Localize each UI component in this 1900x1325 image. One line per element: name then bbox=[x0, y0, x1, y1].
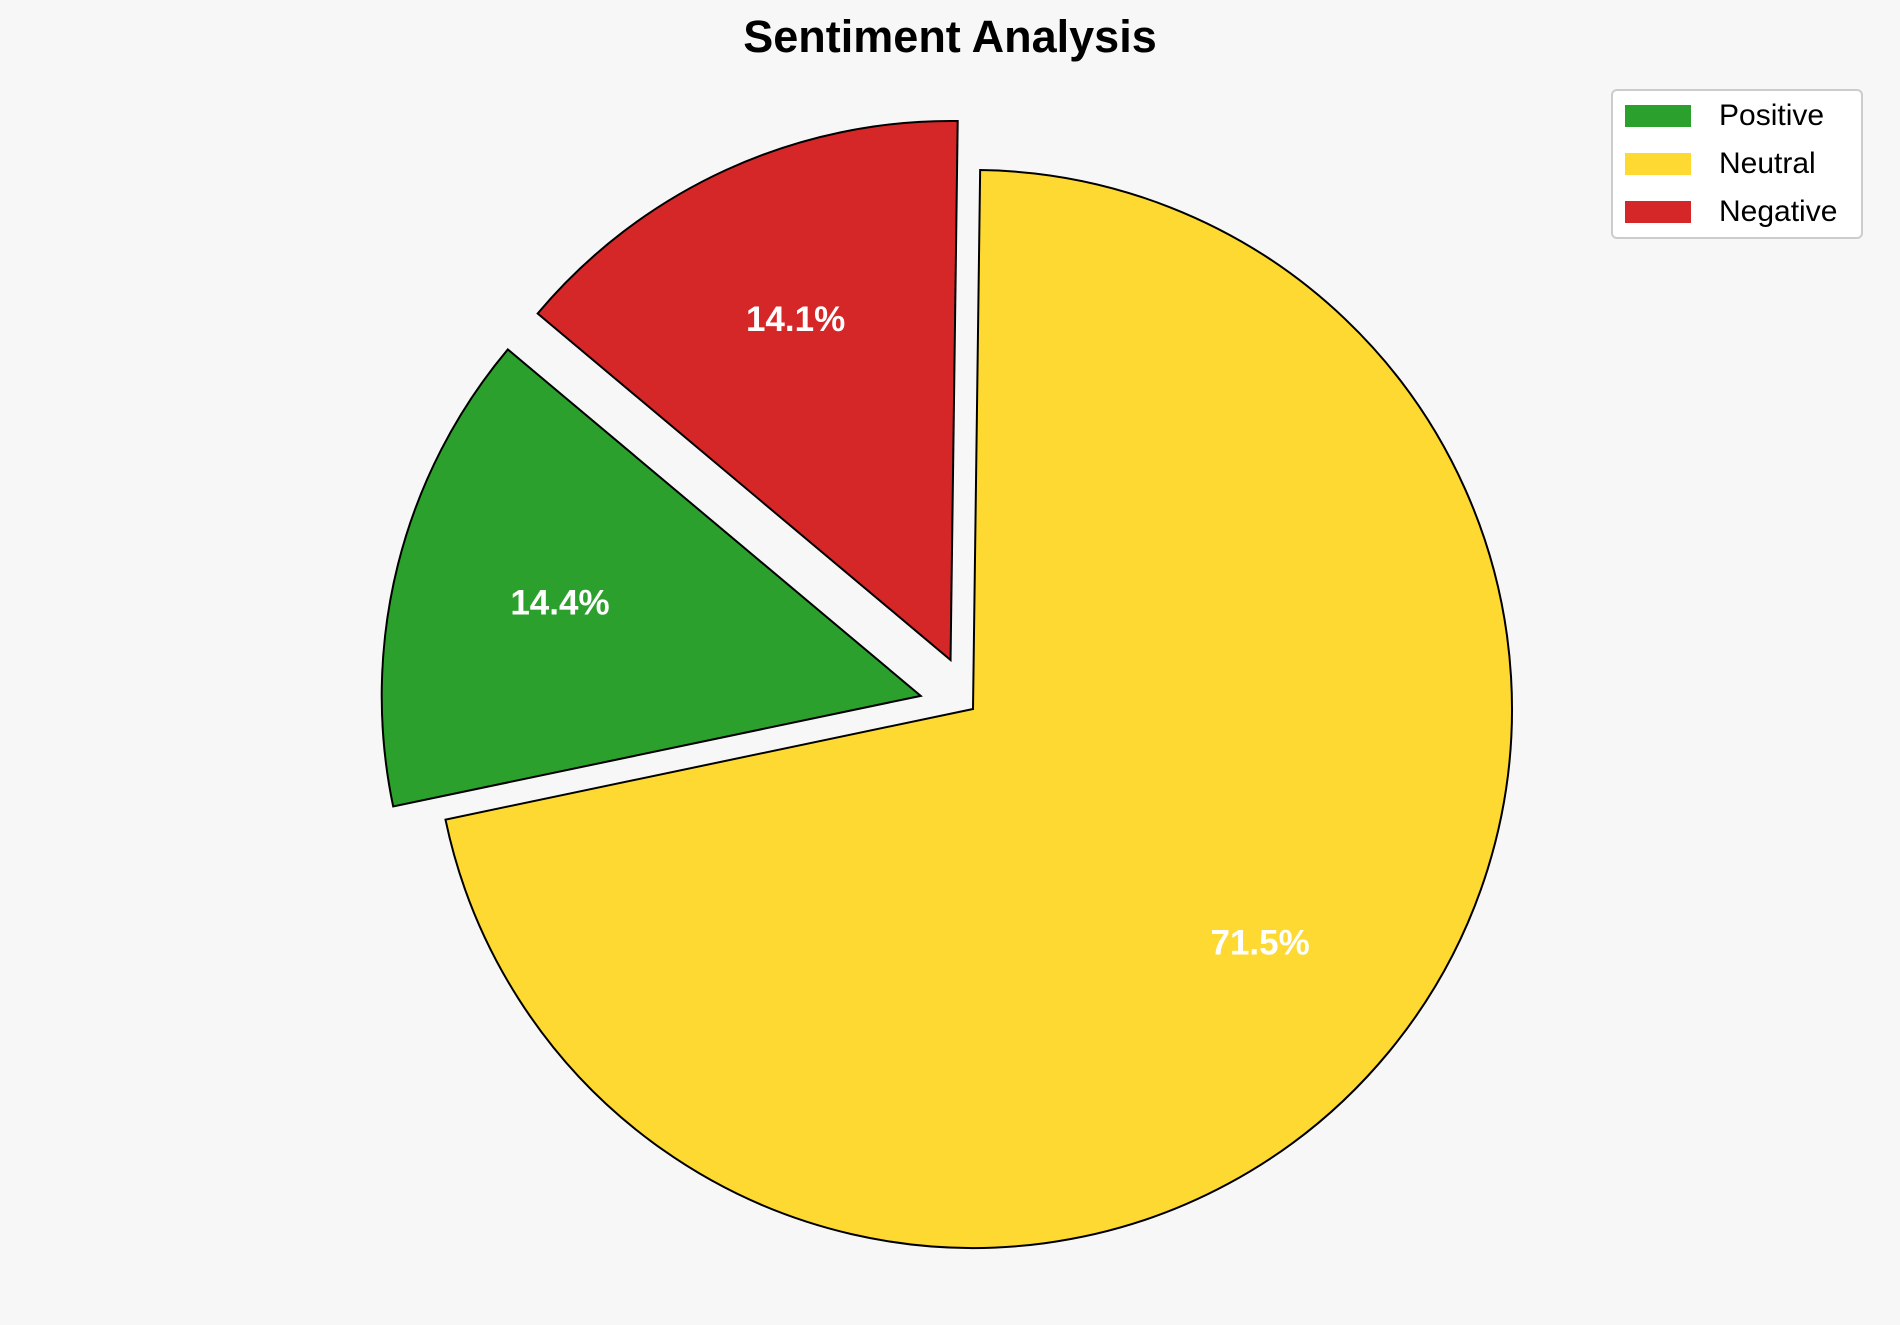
pie: 14.4% 71.5% 14.1% bbox=[380, 120, 1513, 1249]
pie-slice bbox=[380, 348, 923, 808]
legend-swatch bbox=[1625, 105, 1691, 127]
pie-slice bbox=[444, 169, 1513, 1249]
legend: Positive Neutral Negative bbox=[1611, 89, 1863, 239]
legend-label: Neutral bbox=[1719, 147, 1816, 180]
legend-label: Positive bbox=[1719, 99, 1824, 132]
legend-label: Negative bbox=[1719, 195, 1837, 228]
slice-label: 71.5% bbox=[1211, 924, 1310, 963]
chart-title: Sentiment Analysis bbox=[743, 11, 1156, 62]
pie-slice bbox=[536, 120, 959, 663]
legend-swatch bbox=[1625, 201, 1691, 223]
slice-label: 14.1% bbox=[746, 300, 845, 339]
slice-label: 14.4% bbox=[510, 584, 609, 623]
legend-swatch bbox=[1625, 153, 1691, 175]
